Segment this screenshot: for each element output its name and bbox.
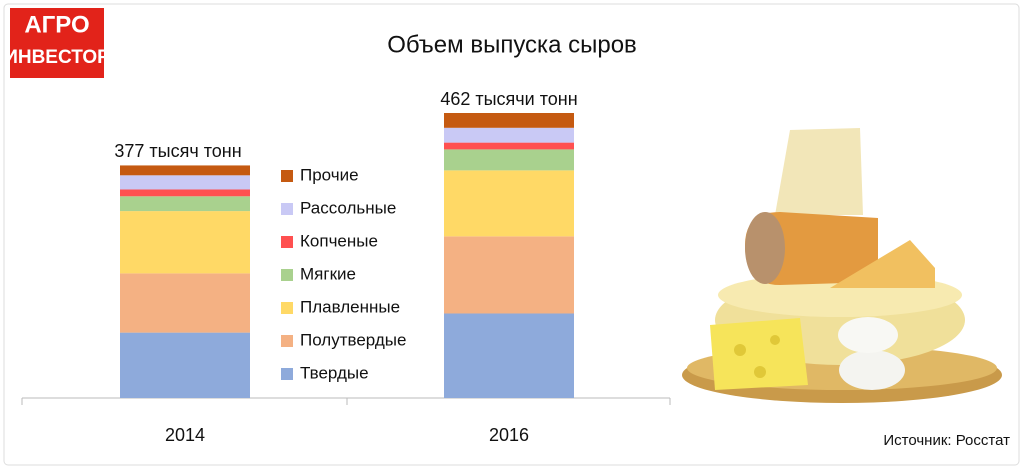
bar-segment — [444, 149, 574, 171]
bar-segment — [444, 142, 574, 150]
legend-label: Твердые — [300, 363, 369, 382]
x-tick-label: 2016 — [489, 425, 529, 445]
bar-segment — [444, 236, 574, 314]
legend-label: Копченые — [300, 231, 378, 250]
legend-label: Рассольные — [300, 198, 396, 217]
legend-label: Прочие — [300, 165, 359, 184]
logo-text: АГРО — [24, 11, 89, 38]
legend-label: Плавленные — [300, 297, 400, 316]
bar-segment — [444, 313, 574, 398]
bar-segment — [444, 113, 574, 128]
source: Источник: Росстат — [883, 432, 1010, 449]
legend-swatch — [281, 203, 293, 215]
bar-segment — [120, 196, 250, 212]
bar-segment — [120, 332, 250, 398]
bar-segment — [120, 165, 250, 176]
logo-text: ИНВЕСТОР — [4, 47, 110, 68]
legend-swatch — [281, 170, 293, 182]
legend-label: Мягкие — [300, 264, 356, 283]
bar-segment — [120, 273, 250, 333]
legend-swatch — [281, 335, 293, 347]
cheese-illustration — [682, 128, 1002, 403]
legend-swatch — [281, 368, 293, 380]
bar-segment — [120, 175, 250, 190]
bar-segment — [444, 127, 574, 143]
legend-swatch — [281, 269, 293, 281]
bar-segment — [120, 211, 250, 274]
x-tick-label: 2014 — [165, 425, 205, 445]
total-label: 377 тысяч тонн — [114, 141, 241, 161]
logo-box — [10, 8, 104, 78]
chart-title: Объем выпуска сыров — [387, 31, 637, 58]
legend-label: Полутвердые — [300, 330, 406, 349]
total-label: 462 тысячи тонн — [440, 89, 577, 109]
legend-swatch — [281, 302, 293, 314]
bar-segment — [120, 189, 250, 197]
bar-segment — [444, 170, 574, 237]
legend-swatch — [281, 236, 293, 248]
